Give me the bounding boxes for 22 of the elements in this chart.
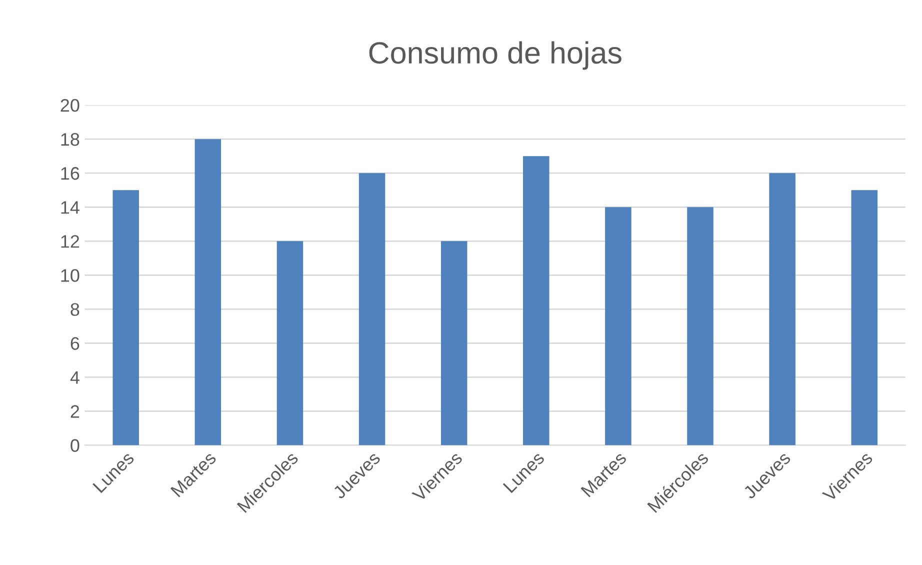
bar [112,190,139,446]
y-tick-label: 18 [61,133,80,146]
chart-title: Consumo de hojas [369,41,622,70]
bar [194,139,222,446]
bar [605,207,632,446]
y-tick-label: 10 [61,269,80,282]
bar [687,207,714,446]
y-tick-label: 8 [70,303,80,316]
bar [851,190,878,446]
y-tick-label: 4 [70,371,80,384]
bar [769,173,796,446]
y-tick-label: 20 [60,99,80,112]
bar [276,241,304,446]
y-tick-label: 14 [61,201,80,214]
y-tick-label: 6 [70,337,80,350]
y-tick-label: 12 [61,235,80,248]
y-tick-label: 0 [70,439,80,452]
bar [358,173,386,446]
bar [523,156,550,446]
y-tick-label: 2 [70,405,80,418]
y-tick-label: 16 [61,167,80,180]
bar [440,241,468,446]
